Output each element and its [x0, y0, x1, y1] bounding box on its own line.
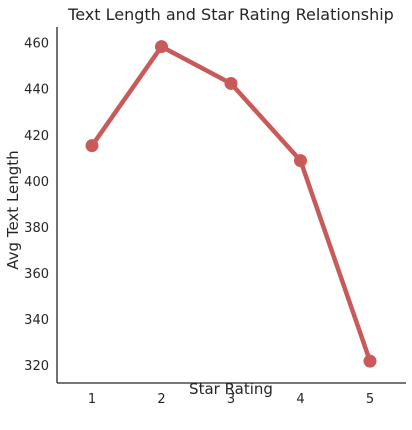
y-tick-label: 400 — [24, 175, 49, 190]
data-point — [294, 154, 307, 168]
chart-title: Text Length and Star Rating Relationship — [67, 5, 394, 24]
x-tick-label: 4 — [296, 392, 304, 407]
y-tick-label: 440 — [24, 83, 49, 98]
y-tick-label: 380 — [24, 221, 49, 236]
y-tick-label: 340 — [24, 313, 49, 328]
x-tick-label: 2 — [157, 392, 165, 407]
y-ticks: 320 340 360 380 400 420 440 460 — [24, 37, 49, 375]
series-line — [89, 44, 373, 364]
x-ticks: 1 2 3 4 5 — [88, 392, 374, 407]
x-axis-label: Star Rating — [189, 380, 273, 398]
y-tick-label: 360 — [24, 267, 49, 282]
data-point — [363, 354, 377, 368]
y-axis-label: Avg Text Length — [4, 150, 22, 269]
x-tick-label: 1 — [88, 392, 96, 407]
data-point — [155, 40, 168, 54]
series-group — [85, 40, 377, 368]
x-tick-label: 5 — [366, 392, 374, 407]
x-tick-label: 3 — [227, 392, 235, 407]
y-tick-label: 320 — [24, 359, 49, 374]
y-tick-label: 420 — [24, 129, 49, 144]
data-point — [85, 139, 99, 153]
axes — [56, 27, 406, 384]
data-point — [224, 76, 238, 90]
y-tick-label: 460 — [24, 37, 49, 52]
